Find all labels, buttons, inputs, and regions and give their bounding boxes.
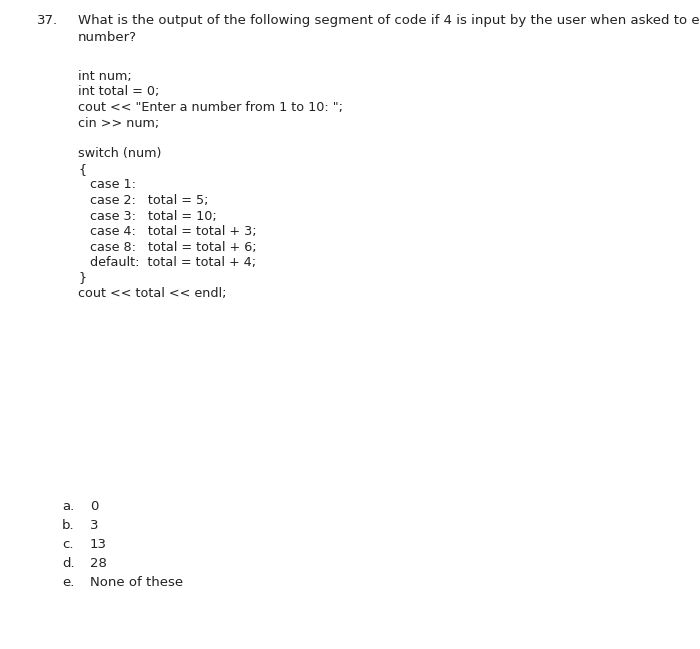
Text: default:  total = total + 4;: default: total = total + 4; [78,256,256,269]
Text: What is the output of the following segment of code if 4 is input by the user wh: What is the output of the following segm… [78,14,700,27]
Text: d.: d. [62,557,75,570]
Text: 37.: 37. [37,14,58,27]
Text: switch (num): switch (num) [78,147,162,160]
Text: None of these: None of these [90,576,183,589]
Text: case 8:   total = total + 6;: case 8: total = total + 6; [78,241,257,254]
Text: 0: 0 [90,500,99,513]
Text: b.: b. [62,519,75,532]
Text: 13: 13 [90,538,107,551]
Text: cout << "Enter a number from 1 to 10: ";: cout << "Enter a number from 1 to 10: "; [78,101,343,114]
Text: cout << total << endl;: cout << total << endl; [78,287,227,300]
Text: a.: a. [62,500,74,513]
Text: case 4:   total = total + 3;: case 4: total = total + 3; [78,225,257,238]
Text: 3: 3 [90,519,99,532]
Text: e.: e. [62,576,74,589]
Text: 28: 28 [90,557,107,570]
Text: {: { [78,163,86,176]
Text: int total = 0;: int total = 0; [78,86,160,99]
Text: case 3:   total = 10;: case 3: total = 10; [78,210,217,223]
Text: number?: number? [78,31,137,44]
Text: }: } [78,271,86,284]
Text: case 1:: case 1: [78,178,136,191]
Text: int num;: int num; [78,70,132,83]
Text: cin >> num;: cin >> num; [78,117,160,130]
Text: c.: c. [62,538,74,551]
Text: case 2:   total = 5;: case 2: total = 5; [78,194,209,207]
